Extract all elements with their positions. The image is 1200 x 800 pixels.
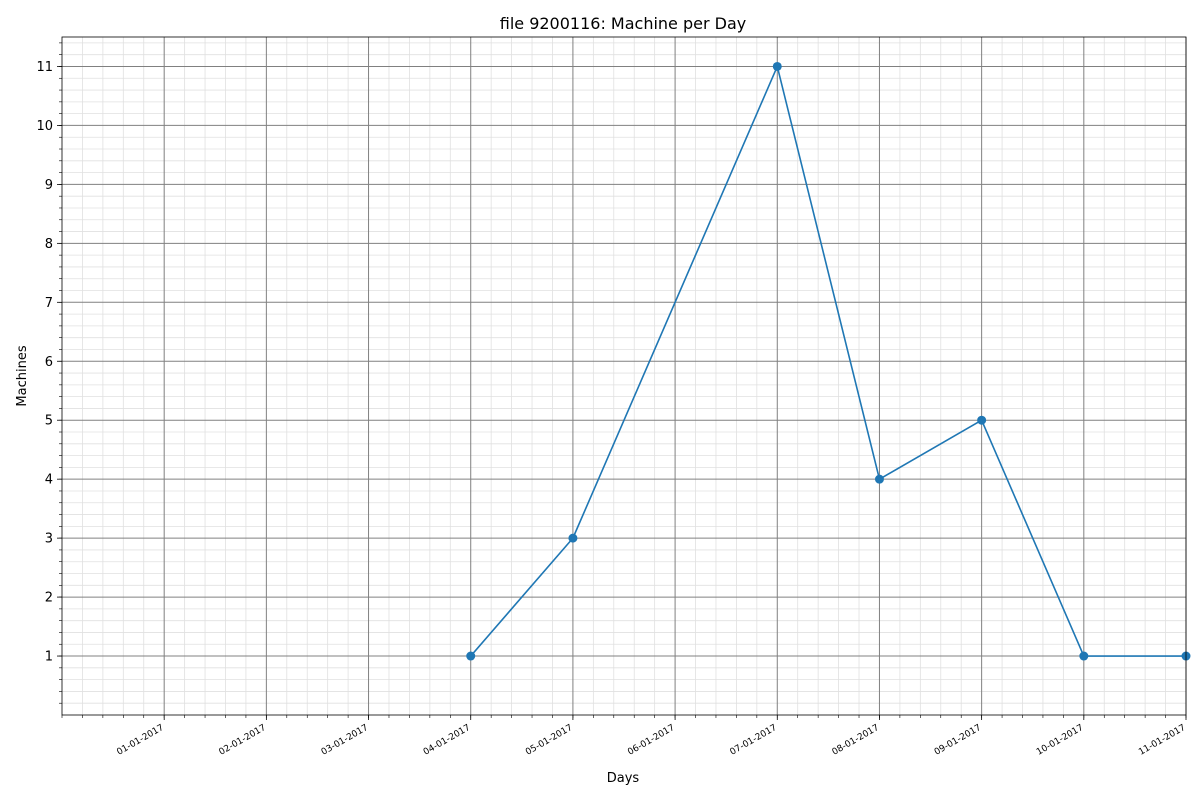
minor-grid	[62, 37, 1186, 715]
plot-frame	[61, 36, 1187, 716]
y-tick-label: 11	[36, 60, 53, 75]
y-tick-label: 2	[45, 591, 53, 606]
data-point	[568, 533, 578, 543]
y-tick-label: 10	[36, 119, 53, 134]
series-layer	[466, 61, 1191, 661]
axes-layer	[61, 36, 1187, 716]
data-point	[1079, 651, 1089, 661]
data-point	[874, 474, 884, 484]
y-tick-label: 6	[45, 355, 53, 370]
y-tick-label: 1	[45, 650, 53, 665]
y-tick-label: 9	[45, 178, 53, 193]
data-point	[977, 415, 987, 425]
y-tick-label: 5	[45, 414, 53, 429]
y-tick-label: 8	[45, 237, 53, 252]
chart-title: file 9200116: Machine per Day	[500, 14, 747, 33]
y-tick-label: 4	[45, 473, 53, 488]
x-axis-label: Days	[607, 771, 640, 786]
y-tick-label: 7	[45, 296, 53, 311]
y-axis-label: Machines	[15, 345, 30, 406]
data-point	[772, 61, 782, 71]
y-tick-label: 3	[45, 532, 53, 547]
data-point	[466, 651, 476, 661]
